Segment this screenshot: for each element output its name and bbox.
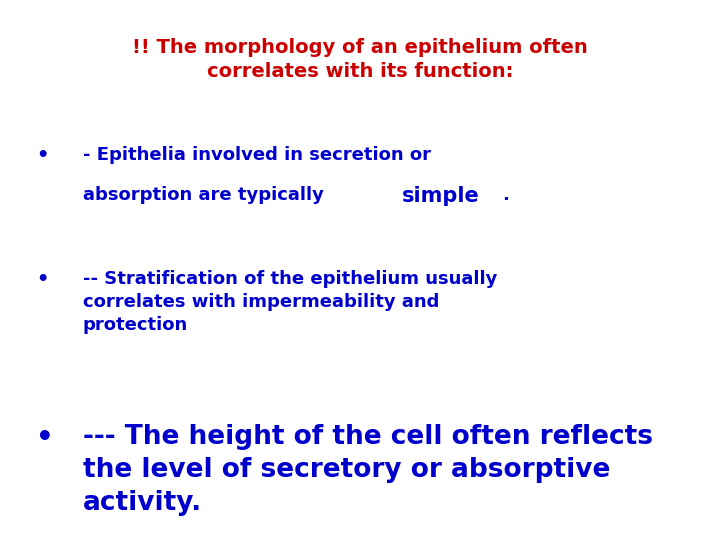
Text: •: • bbox=[36, 270, 48, 289]
Text: •: • bbox=[36, 424, 54, 452]
Text: -- Stratification of the epithelium usually
correlates with impermeability and
p: -- Stratification of the epithelium usua… bbox=[83, 270, 498, 334]
Text: .: . bbox=[502, 186, 509, 204]
Text: !! The morphology of an epithelium often
correlates with its function:: !! The morphology of an epithelium often… bbox=[132, 38, 588, 81]
Text: --- The height of the cell often reflects
the level of secretory or absorptive
a: --- The height of the cell often reflect… bbox=[83, 424, 653, 516]
Text: simple: simple bbox=[402, 186, 480, 206]
Text: - Epithelia involved in secretion or: - Epithelia involved in secretion or bbox=[83, 146, 431, 164]
Text: absorption are typically: absorption are typically bbox=[83, 186, 330, 204]
Text: •: • bbox=[36, 146, 48, 165]
